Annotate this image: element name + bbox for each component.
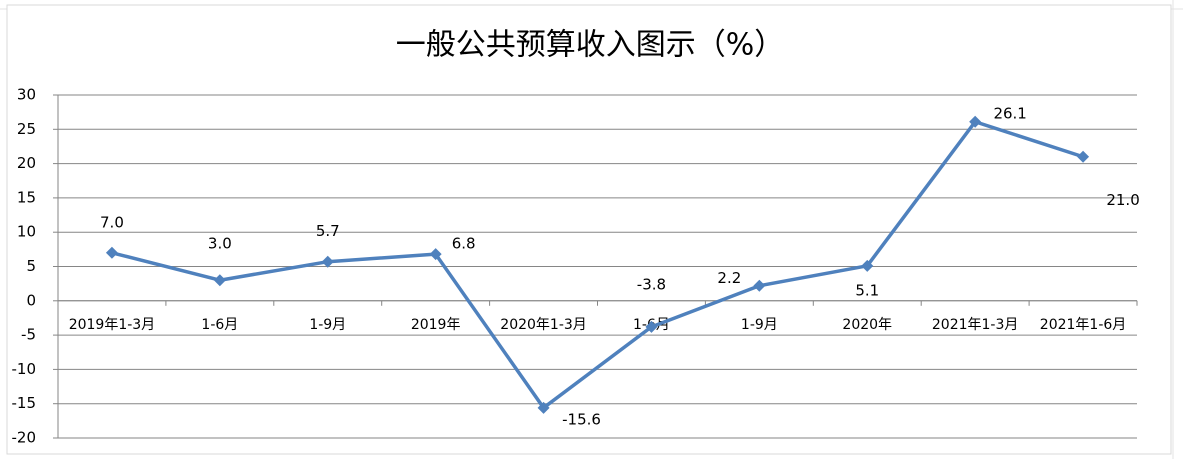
y-tick-label: 15 (17, 188, 36, 206)
x-tick-label: 2021年1-3月 (932, 317, 1019, 333)
x-tick-label: 2020年 (842, 317, 892, 333)
marker (645, 320, 658, 333)
marker (861, 259, 874, 272)
data-label: 2.2 (717, 269, 741, 287)
y-tick-label: -5 (21, 326, 36, 344)
marker (105, 246, 118, 259)
x-tick-label: 2020年1-3月 (500, 317, 587, 333)
data-label: 5.1 (855, 281, 879, 299)
y-tick-label: 20 (17, 154, 36, 172)
chart-frame (6, 4, 1172, 455)
y-tick-label: 30 (17, 86, 36, 104)
marker (1077, 150, 1090, 163)
y-tick-label: 0 (26, 291, 36, 309)
y-tick-label: 5 (26, 257, 36, 275)
data-label: -15.6 (562, 410, 601, 428)
data-label: 7.0 (100, 213, 124, 231)
y-tick-label: -20 (12, 429, 37, 447)
data-label: 26.1 (993, 104, 1026, 122)
marker (429, 248, 442, 261)
y-tick-label: 25 (17, 120, 36, 138)
x-tick-label: 1-9月 (741, 317, 778, 333)
marker (537, 401, 550, 414)
marker (969, 115, 982, 128)
marker (213, 274, 226, 287)
x-tick-label: 2019年1-3月 (69, 317, 156, 333)
x-tick-label: 1-9月 (309, 317, 346, 333)
data-label: -3.8 (637, 275, 666, 293)
y-tick-label: -15 (12, 394, 37, 412)
chart-title: 一般公共预算收入图示（%） (396, 28, 785, 63)
y-tick-label: 10 (17, 223, 36, 241)
y-tick-label: -10 (12, 360, 37, 378)
data-label: 5.7 (316, 222, 340, 240)
x-tick-label: 2019年 (411, 317, 461, 333)
line (111, 120, 1084, 410)
marker (321, 255, 334, 268)
x-tick-label: 2021年1-6月 (1040, 317, 1127, 333)
x-tick-label: 1-6月 (201, 317, 238, 333)
data-label: 21.0 (1106, 191, 1139, 209)
data-label: 3.0 (208, 235, 232, 253)
data-label: 6.8 (452, 235, 476, 253)
marker (753, 279, 766, 292)
